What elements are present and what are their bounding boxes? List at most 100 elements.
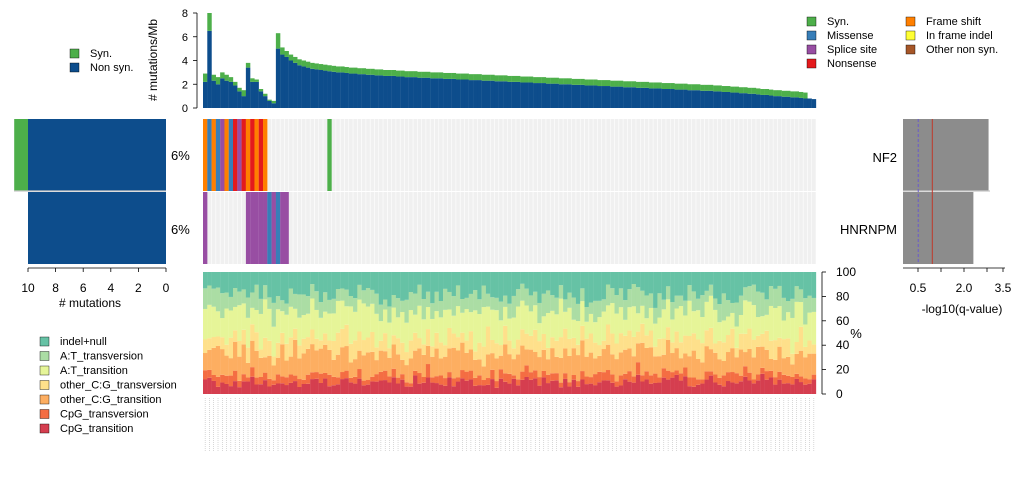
onco-cell-empty	[220, 192, 225, 264]
tmb-bar-syn	[288, 54, 294, 61]
onco-cell-empty	[661, 192, 666, 264]
spectrum-segment	[365, 272, 371, 289]
onco-cell-empty	[756, 119, 760, 191]
spectrum-segment	[211, 272, 217, 289]
gene-label-hnrnpm: HNRNPM	[840, 222, 897, 237]
onco-cell-empty	[379, 119, 383, 191]
tmb-bar-nonsyn	[340, 72, 345, 108]
spectrum-segment	[721, 386, 727, 394]
spectrum-segment	[215, 287, 221, 312]
spectrum-segment	[674, 272, 679, 296]
spectrum-segment	[747, 372, 752, 381]
onco-cell-empty	[301, 192, 306, 264]
spectrum-segment	[610, 272, 615, 289]
tmb-bar-syn	[691, 84, 697, 91]
onco-cell-empty	[464, 119, 469, 191]
qvalue-bar	[903, 192, 974, 264]
spectrum-segment	[511, 348, 517, 360]
spectrum-segment	[695, 379, 701, 385]
onco-cell-nf2	[233, 119, 238, 191]
tmb-bar-nonsyn	[245, 67, 251, 108]
tmb-bar-nonsyn	[811, 99, 817, 108]
tmb-bar-nonsyn	[717, 91, 722, 108]
spectrum-segment	[323, 378, 328, 394]
onco-cell-empty	[451, 119, 456, 191]
spectrum-segment	[798, 272, 804, 290]
onco-cell-empty	[636, 192, 640, 264]
onco-cell-empty	[541, 119, 546, 191]
spectrum-segment	[318, 348, 324, 374]
spectrum-segment	[498, 378, 504, 394]
spectrum-segment	[241, 374, 247, 382]
onco-cell-empty	[644, 192, 649, 264]
spectrum-segment	[297, 345, 302, 359]
onco-cell-empty	[404, 119, 409, 191]
tmb-bar-syn	[790, 91, 795, 98]
spectrum-segment	[653, 323, 658, 347]
spectrum-segment	[460, 370, 465, 379]
onco-cell-empty	[353, 192, 358, 264]
tmb-bar-nonsyn	[743, 93, 748, 108]
tmb-bar-nonsyn	[520, 82, 525, 108]
spectrum-segment	[614, 381, 619, 387]
spectrum-segment	[404, 272, 409, 300]
spectrum-segment	[391, 335, 397, 345]
onco-cell-empty	[284, 119, 289, 191]
spectrum-segment	[335, 377, 341, 385]
onco-cell-empty	[426, 119, 430, 191]
spectrum-segment	[785, 356, 791, 376]
spectrum-segment	[648, 375, 654, 384]
spectrum-segment	[408, 292, 414, 311]
spectrum-segment	[430, 382, 435, 394]
spectrum-segment	[545, 272, 551, 291]
onco-cell-empty	[374, 119, 379, 191]
spectrum-segment	[481, 366, 487, 381]
tmb-bar-syn	[275, 33, 281, 49]
spectrum-segment	[575, 355, 581, 382]
spectrum-segment	[267, 355, 272, 379]
spectrum-segment	[417, 284, 422, 306]
tmb-bar-syn	[361, 68, 367, 75]
tmb-bar-nonsyn	[558, 84, 564, 108]
tmb-bar-nonsyn	[640, 87, 645, 108]
spectrum-segment	[777, 337, 782, 347]
spectrum-segment	[438, 342, 444, 359]
tmb-bar-nonsyn	[305, 67, 311, 108]
onco-cell-empty	[537, 192, 542, 264]
spectrum-segment	[691, 386, 697, 394]
onco-cell-empty	[503, 119, 508, 191]
spectrum-segment	[233, 341, 238, 371]
tmb-bar-nonsyn	[490, 80, 495, 108]
spectrum-segment	[434, 272, 439, 292]
spectrum-segment	[610, 303, 615, 334]
onco-cell-empty	[434, 119, 439, 191]
spectrum-segment	[567, 355, 572, 383]
spectrum-segment	[331, 298, 337, 314]
legend-swatch	[905, 16, 916, 27]
spectrum-segment	[790, 353, 795, 365]
spectrum-segment	[267, 297, 272, 309]
onco-cell-empty	[636, 119, 640, 191]
spectrum-segment	[533, 352, 538, 371]
spectrum-segment	[798, 326, 804, 351]
spectrum-segment	[361, 380, 367, 386]
tmb-bar-syn	[773, 90, 778, 97]
spectrum-segment	[305, 272, 311, 297]
tmb-bar-nonsyn	[747, 93, 752, 108]
tmb-bar-nonsyn	[755, 94, 761, 108]
spectrum-segment	[215, 386, 221, 394]
tmb-bar-syn	[237, 87, 242, 92]
tmb-bar-syn	[584, 79, 589, 86]
spectrum-segment	[627, 272, 632, 290]
spectrum-segment	[601, 311, 607, 341]
legend-swatch	[69, 48, 80, 59]
spectrum-segment	[297, 272, 302, 295]
spectrum-segment	[687, 386, 692, 394]
spectrum-segment	[734, 326, 739, 348]
onco-cell-hnrnpm	[275, 192, 281, 264]
spectrum-segment	[550, 295, 555, 311]
spectrum-segment	[348, 377, 354, 383]
tmb-bar-syn	[344, 67, 349, 73]
spectrum-segment	[370, 351, 375, 377]
spectrum-segment	[563, 311, 568, 329]
